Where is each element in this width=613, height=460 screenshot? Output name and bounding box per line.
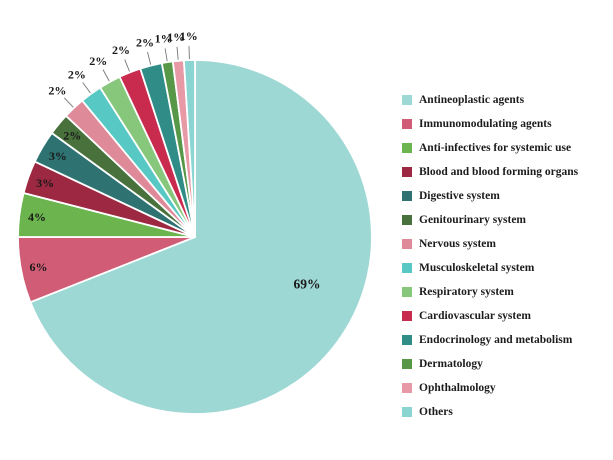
- legend-label: Musculoskeletal system: [419, 262, 535, 274]
- legend-swatch-icon: [402, 311, 412, 321]
- legend-item-blood-and-blood-forming-organs: Blood and blood forming organs: [402, 160, 578, 184]
- legend-item-musculoskeletal-system: Musculoskeletal system: [402, 256, 578, 280]
- pie-label-dermatology: 1%: [155, 32, 173, 46]
- pie-label-antineoplastic-agents: 69%: [294, 277, 321, 292]
- legend-item-endocrinology-and-metabolism: Endocrinology and metabolism: [402, 328, 578, 352]
- legend-swatch-icon: [402, 143, 412, 153]
- legend-label: Antineoplastic agents: [419, 94, 525, 106]
- label-leader-line: [82, 82, 91, 94]
- legend-item-antineoplastic-agents: Antineoplastic agents: [402, 88, 578, 112]
- pie-label-cardiovascular-system: 2%: [112, 43, 130, 57]
- legend-swatch-icon: [402, 191, 412, 201]
- pie-label-nervous-system: 2%: [48, 84, 66, 98]
- legend-swatch-icon: [402, 383, 412, 393]
- legend-swatch-icon: [402, 287, 412, 297]
- pie-slice-others: [183, 59, 196, 238]
- legend-swatch-icon: [402, 359, 412, 369]
- legend-item-others: Others: [402, 400, 578, 424]
- legend-item-anti-infectives-for-systemic-use: Anti-infectives for systemic use: [402, 136, 578, 160]
- legend-item-cardiovascular-system: Cardiovascular system: [402, 304, 578, 328]
- legend-label: Ophthalmology: [419, 382, 496, 394]
- pie-label-musculoskeletal-system: 2%: [68, 67, 86, 81]
- legend-label: Anti-infectives for systemic use: [419, 142, 572, 154]
- label-leader-line: [124, 59, 130, 72]
- pie-label-immunomodulating-agents: 6%: [30, 260, 48, 274]
- legend-item-genitourinary-system: Genitourinary system: [402, 208, 578, 232]
- legend: Antineoplastic agents Immunomodulating a…: [402, 88, 578, 424]
- legend-label: Immunomodulating agents: [419, 118, 552, 130]
- legend-label: Genitourinary system: [419, 214, 527, 226]
- pie-label-digestive-system: 3%: [49, 149, 67, 163]
- legend-label: Digestive system: [419, 190, 500, 202]
- legend-swatch-icon: [402, 167, 412, 177]
- pie-label-respiratory-system: 2%: [89, 54, 107, 68]
- legend-label: Dermatology: [419, 358, 483, 370]
- legend-item-nervous-system: Nervous system: [402, 232, 578, 256]
- legend-label: Endocrinology and metabolism: [419, 334, 573, 346]
- pie-label-others: 1%: [180, 29, 198, 43]
- pie-label-ophthalmology: 1%: [167, 30, 185, 44]
- legend-label: Cardiovascular system: [419, 310, 531, 322]
- legend-item-ophthalmology: Ophthalmology: [402, 376, 578, 400]
- legend-item-respiratory-system: Respiratory system: [402, 280, 578, 304]
- legend-label: Respiratory system: [419, 286, 514, 298]
- label-leader-line: [102, 69, 110, 82]
- pie-slice-antineoplastic-agents: [29, 59, 373, 415]
- pie-label-blood-and-blood-forming-organs: 3%: [36, 176, 54, 190]
- legend-item-immunomodulating-agents: Immunomodulating agents: [402, 112, 578, 136]
- legend-swatch-icon: [402, 119, 412, 129]
- pie-label-anti-infectives-for-systemic-use: 4%: [28, 210, 46, 224]
- legend-swatch-icon: [402, 263, 412, 273]
- pie-label-endocrinology-and-metabolism: 2%: [136, 35, 154, 49]
- legend-swatch-icon: [402, 95, 412, 105]
- legend-label: Others: [419, 406, 453, 418]
- legend-label: Blood and blood forming organs: [419, 166, 579, 178]
- label-leader-line: [63, 97, 74, 108]
- legend-swatch-icon: [402, 407, 412, 417]
- label-leader-line: [147, 51, 152, 65]
- legend-item-digestive-system: Digestive system: [402, 184, 578, 208]
- label-leader-line: [164, 48, 168, 62]
- legend-swatch-icon: [402, 239, 412, 249]
- pie-label-genitourinary-system: 2%: [63, 129, 81, 143]
- legend-label: Nervous system: [419, 238, 496, 250]
- label-leader-line: [176, 46, 179, 60]
- legend-swatch-icon: [402, 335, 412, 345]
- legend-item-dermatology: Dermatology: [402, 352, 578, 376]
- legend-swatch-icon: [402, 215, 412, 225]
